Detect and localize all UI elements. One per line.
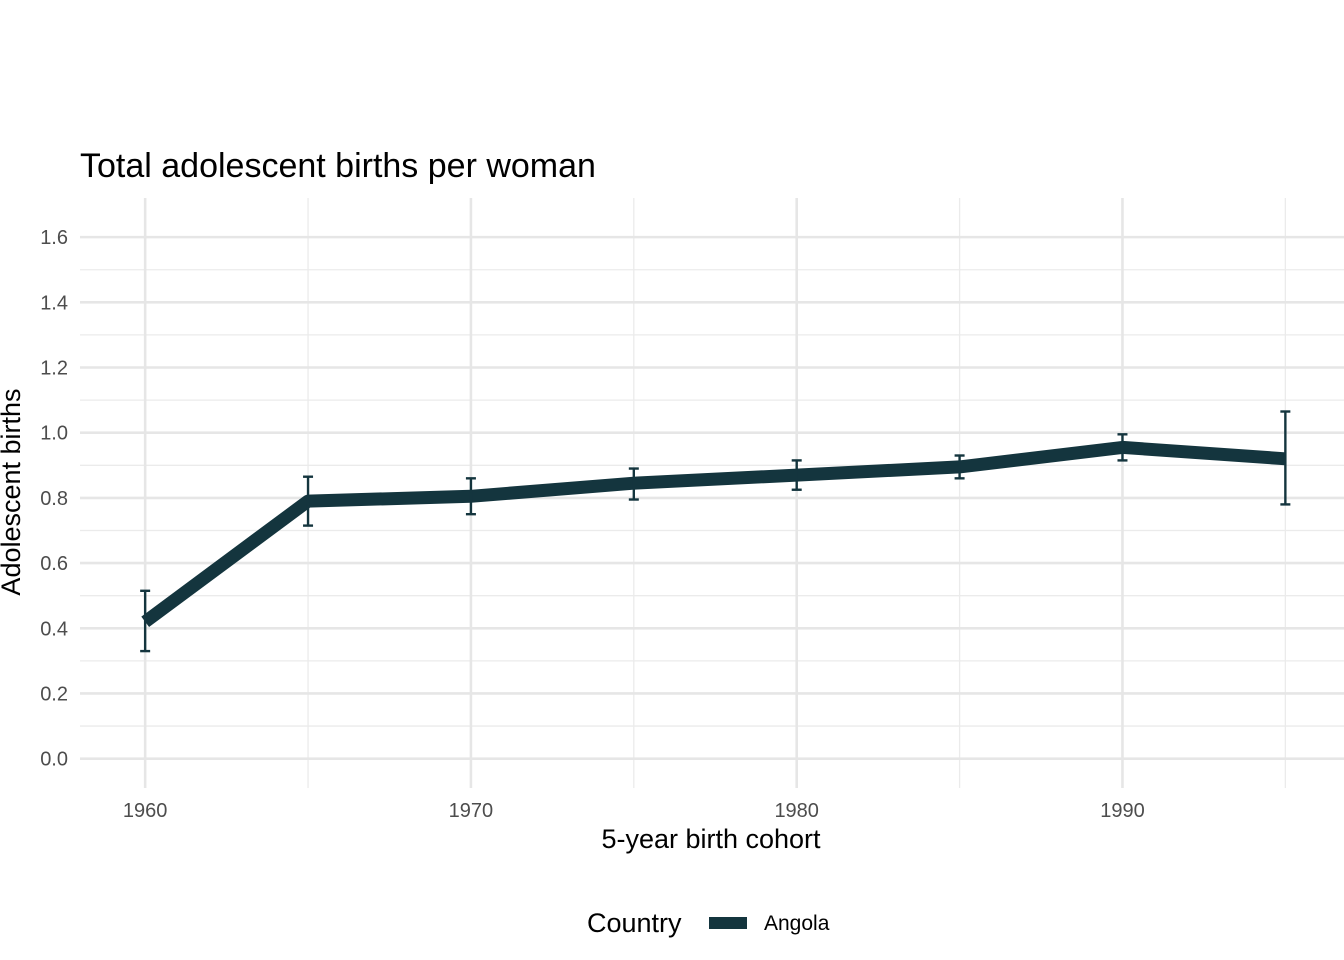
major-gridlines	[80, 198, 1344, 788]
error-bar	[954, 454, 965, 480]
legend-label-angola: Angola	[764, 912, 830, 935]
y-tick-label: 0.2	[40, 683, 68, 705]
error-bar	[140, 589, 151, 653]
y-axis-ticks: 0.0 0.2 0.4 0.6 0.8 1.0 1.2 1.4 1.6	[40, 227, 68, 771]
chart-title: Total adolescent births per woman	[80, 147, 596, 185]
minor-gridlines	[80, 198, 1344, 788]
y-tick-label: 0.8	[40, 488, 68, 510]
y-tick-label: 1.4	[40, 292, 68, 314]
y-tick-label: 0.4	[40, 618, 68, 640]
y-tick-label: 1.2	[40, 358, 68, 380]
x-tick-label: 1970	[449, 800, 494, 822]
x-axis-title: 5-year birth cohort	[601, 824, 821, 854]
error-bar	[1280, 410, 1291, 506]
error-bar	[791, 459, 802, 491]
error-bar	[303, 475, 314, 527]
x-tick-label: 1990	[1100, 800, 1145, 822]
series-layer	[140, 410, 1291, 653]
error-bar	[465, 477, 476, 516]
legend-key-angola	[709, 917, 747, 929]
x-axis-ticks: 1960 1970 1980 1990	[123, 800, 1145, 822]
y-tick-label: 0.6	[40, 553, 68, 575]
error-bar	[1117, 433, 1128, 462]
x-tick-label: 1980	[774, 800, 819, 822]
y-axis-title: Adolescent births	[0, 388, 26, 595]
x-tick-label: 1960	[123, 800, 168, 822]
series-line-angola	[141, 440, 1286, 628]
y-tick-label: 1.6	[40, 227, 68, 249]
legend: Country Angola	[587, 908, 830, 938]
legend-title: Country	[587, 908, 682, 938]
y-tick-label: 0.0	[40, 749, 68, 771]
error-bar	[628, 467, 639, 501]
y-tick-label: 1.0	[40, 423, 68, 445]
